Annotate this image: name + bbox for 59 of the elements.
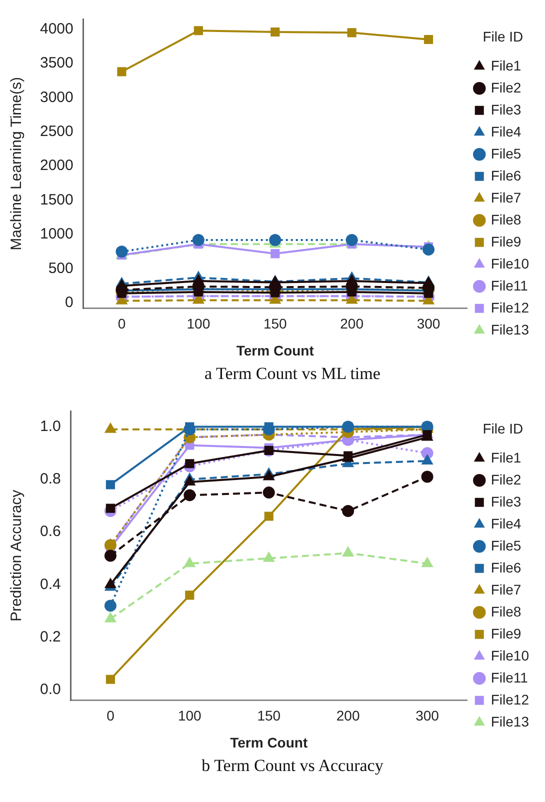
legend-label: File10 bbox=[490, 647, 530, 664]
legend-title: File ID bbox=[482, 420, 524, 436]
y-tick-label: 0.6 bbox=[40, 523, 61, 540]
legend-label: File7 bbox=[490, 581, 522, 598]
y-tick-label: 0.2 bbox=[40, 628, 61, 646]
legend-label: File4 bbox=[490, 123, 522, 140]
legend-label: File7 bbox=[490, 189, 522, 206]
y-axis-title: Machine Learning Time(s) bbox=[8, 76, 26, 250]
legend-label: File12 bbox=[490, 691, 530, 708]
x-tick-label: 150 bbox=[257, 708, 281, 724]
legend-label: File2 bbox=[490, 79, 522, 96]
y-tick-label: 2500 bbox=[40, 123, 74, 140]
x-tick-label: 300 bbox=[416, 316, 440, 332]
y-tick-label: 500 bbox=[48, 260, 74, 277]
y-tick-label: 1500 bbox=[40, 191, 74, 208]
x-tick-label: 0 bbox=[106, 708, 115, 724]
y-tick-label: 0 bbox=[65, 294, 74, 312]
text: b Term Count vs Accuracy bbox=[200, 755, 384, 777]
x-tick-label: 0 bbox=[118, 316, 126, 332]
legend-label: File9 bbox=[490, 625, 522, 642]
y-tick-label: 3000 bbox=[40, 88, 74, 106]
legend-label: File5 bbox=[490, 537, 522, 554]
legend-label: File4 bbox=[490, 515, 522, 532]
x-tick-label: 300 bbox=[416, 708, 440, 724]
x-tick-label: 200 bbox=[340, 316, 364, 332]
legend-label: File13 bbox=[490, 713, 530, 730]
y-tick-label: 1000 bbox=[40, 226, 74, 243]
legend-label: File1 bbox=[490, 449, 522, 466]
x-axis-title: Term Count bbox=[230, 734, 308, 750]
x-tick-label: 100 bbox=[186, 316, 210, 332]
legend-label: File9 bbox=[490, 233, 522, 250]
legend-label: File12 bbox=[490, 299, 530, 316]
text: a Term Count vs ML time bbox=[204, 363, 382, 385]
legend-label: File8 bbox=[490, 211, 522, 228]
legend-label: File8 bbox=[490, 603, 522, 620]
y-axis-title: Prediction Accuracy bbox=[8, 489, 26, 622]
x-axis-title: Term Count bbox=[236, 342, 314, 358]
y-tick-label: 0.4 bbox=[40, 576, 61, 593]
legend-label: File5 bbox=[490, 145, 522, 162]
y-tick-label: 0.8 bbox=[40, 470, 61, 488]
y-tick-label: 3500 bbox=[40, 54, 74, 72]
legend-label: File11 bbox=[490, 277, 528, 294]
y-tick-label: 4000 bbox=[40, 20, 74, 38]
legend-label: File6 bbox=[490, 167, 522, 184]
legend-label: File2 bbox=[490, 471, 522, 488]
legend-label: File3 bbox=[490, 493, 522, 510]
y-tick-label: 2000 bbox=[40, 157, 74, 174]
y-tick-label: 1.0 bbox=[40, 418, 61, 435]
y-tick-label: 0.0 bbox=[40, 681, 61, 698]
legend-label: File11 bbox=[490, 669, 528, 686]
legend-label: File6 bbox=[490, 559, 522, 576]
legend-label: File3 bbox=[490, 101, 522, 118]
legend-label: File13 bbox=[490, 321, 530, 338]
legend-title: File ID bbox=[482, 28, 524, 44]
x-tick-label: 150 bbox=[263, 316, 288, 332]
legend-label: File10 bbox=[490, 255, 530, 272]
x-tick-label: 200 bbox=[336, 708, 360, 724]
legend-label: File1 bbox=[490, 57, 522, 74]
x-tick-label: 100 bbox=[178, 708, 202, 724]
